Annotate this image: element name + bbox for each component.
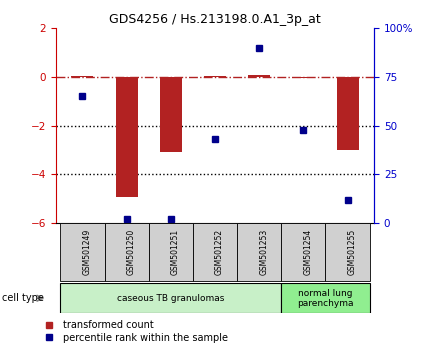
Text: GSM501251: GSM501251 [171, 229, 180, 275]
Bar [292, 77, 314, 78]
Bar [237, 223, 281, 281]
Bar [248, 75, 270, 77]
Bar [204, 76, 226, 77]
Text: cell type: cell type [2, 293, 44, 303]
Legend: transformed count, percentile rank within the sample: transformed count, percentile rank withi… [39, 320, 227, 343]
Title: GDS4256 / Hs.213198.0.A1_3p_at: GDS4256 / Hs.213198.0.A1_3p_at [109, 13, 321, 26]
Text: GSM501249: GSM501249 [83, 229, 92, 275]
Bar [116, 77, 138, 198]
Text: GSM501253: GSM501253 [259, 229, 268, 275]
Text: GSM501252: GSM501252 [215, 229, 224, 275]
Bar [60, 223, 104, 281]
Bar [71, 76, 93, 77]
Bar [193, 223, 237, 281]
Bar [281, 223, 326, 281]
Text: GSM501250: GSM501250 [126, 229, 135, 275]
Bar [60, 283, 281, 313]
Bar [160, 77, 182, 153]
Bar [149, 223, 193, 281]
Text: GSM501255: GSM501255 [347, 229, 356, 275]
Text: normal lung
parenchyma: normal lung parenchyma [297, 289, 354, 308]
Bar [104, 223, 149, 281]
Bar [281, 283, 370, 313]
Bar [337, 77, 359, 150]
Text: caseous TB granulomas: caseous TB granulomas [117, 294, 224, 303]
Bar [326, 223, 370, 281]
Text: GSM501254: GSM501254 [304, 229, 312, 275]
